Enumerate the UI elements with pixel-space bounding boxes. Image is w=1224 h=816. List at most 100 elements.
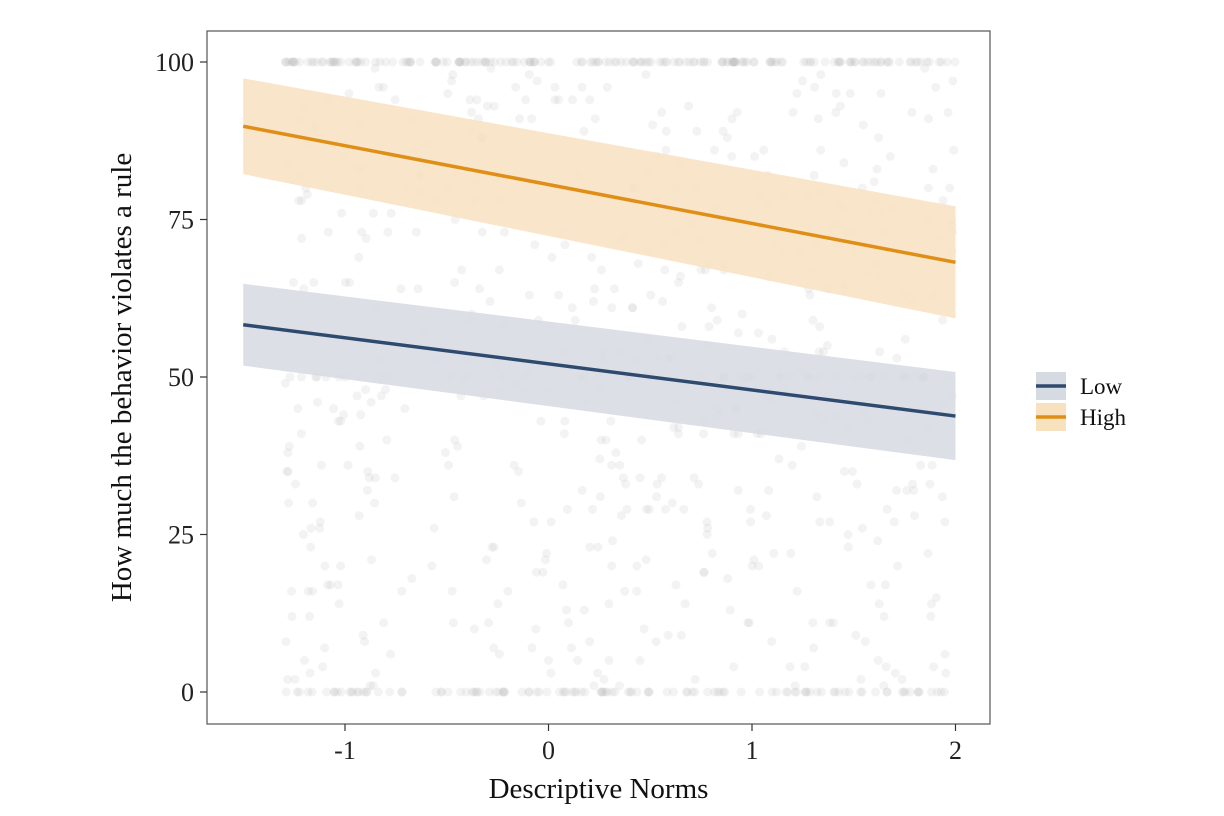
data-point: [876, 57, 885, 67]
data-point: [723, 574, 733, 584]
regression-lines: [242, 124, 956, 418]
data-point: [590, 114, 600, 124]
data-point: [749, 555, 759, 565]
data-point: [317, 57, 327, 67]
data-point: [291, 57, 301, 67]
data-point: [658, 57, 668, 67]
data-point: [577, 57, 587, 67]
data-point: [532, 687, 542, 697]
data-point: [847, 57, 856, 67]
data-point: [596, 687, 606, 697]
data-point: [662, 57, 672, 67]
data-point: [790, 687, 800, 697]
data-point: [873, 536, 883, 546]
data-point: [927, 460, 937, 470]
data-point: [704, 322, 714, 332]
data-point: [386, 649, 396, 659]
data-point: [808, 315, 818, 325]
data-point: [723, 57, 733, 67]
data-point: [485, 57, 495, 67]
data-point: [527, 114, 537, 124]
data-point: [695, 57, 705, 67]
data-point: [835, 57, 845, 67]
data-point: [848, 467, 857, 476]
data-point: [834, 57, 844, 67]
data-point: [285, 57, 295, 67]
data-point: [573, 656, 582, 665]
data-point: [639, 624, 649, 634]
data-point: [585, 542, 595, 552]
data-point: [869, 177, 879, 187]
data-point: [294, 196, 304, 206]
data-point: [370, 63, 380, 73]
ci-band-high: [243, 78, 956, 319]
data-point: [588, 57, 598, 67]
data-point: [538, 567, 548, 577]
data-point: [440, 448, 450, 458]
data-point: [325, 57, 335, 67]
data-point: [481, 57, 491, 67]
data-point: [354, 511, 364, 521]
data-point: [769, 548, 779, 558]
data-point: [825, 618, 835, 628]
data-point: [337, 208, 347, 218]
data-point: [509, 460, 519, 470]
y-tick-label: 100: [155, 48, 194, 77]
data-point: [703, 523, 713, 533]
data-point: [329, 687, 339, 697]
data-point: [287, 57, 297, 67]
data-point: [500, 227, 509, 237]
data-point: [536, 416, 546, 426]
data-point: [503, 586, 513, 596]
data-point: [348, 687, 358, 697]
data-point: [662, 687, 672, 697]
data-point: [835, 101, 845, 111]
data-point: [718, 687, 728, 697]
data-point: [577, 57, 586, 67]
data-point: [361, 57, 371, 67]
data-point: [949, 145, 959, 155]
data-point: [375, 57, 385, 67]
data-point: [455, 57, 465, 67]
data-point: [473, 57, 483, 67]
data-point: [788, 107, 798, 117]
data-point: [879, 611, 889, 621]
data-point: [809, 57, 819, 67]
legend-label-high: High: [1080, 405, 1127, 430]
data-point: [303, 586, 313, 596]
data-point: [749, 57, 759, 67]
data-point: [328, 57, 338, 67]
data-point: [676, 630, 686, 640]
data-point: [595, 492, 605, 502]
data-point: [478, 57, 488, 67]
data-point: [618, 473, 628, 483]
data-point: [554, 290, 564, 300]
legend: Low High: [1036, 372, 1127, 431]
data-point: [281, 637, 291, 647]
data-point: [677, 322, 687, 332]
data-point: [690, 687, 700, 697]
data-point: [303, 687, 313, 697]
data-point: [908, 479, 918, 489]
data-point: [508, 57, 518, 67]
data-point: [536, 57, 546, 67]
data-point: [517, 687, 527, 697]
data-point: [621, 479, 631, 489]
data-point: [431, 57, 441, 67]
data-point: [431, 57, 441, 67]
data-point: [783, 687, 793, 697]
data-point: [607, 687, 617, 697]
data-point: [400, 404, 410, 413]
data-point: [588, 504, 597, 514]
data-point: [931, 82, 941, 92]
data-point: [484, 618, 494, 628]
data-point: [568, 95, 577, 105]
data-point: [668, 687, 678, 697]
data-point: [297, 233, 307, 243]
data-point: [529, 57, 539, 67]
data-point: [284, 441, 294, 451]
data-point: [856, 674, 866, 684]
data-point: [728, 57, 738, 67]
data-point: [494, 687, 504, 697]
data-point: [902, 485, 912, 495]
